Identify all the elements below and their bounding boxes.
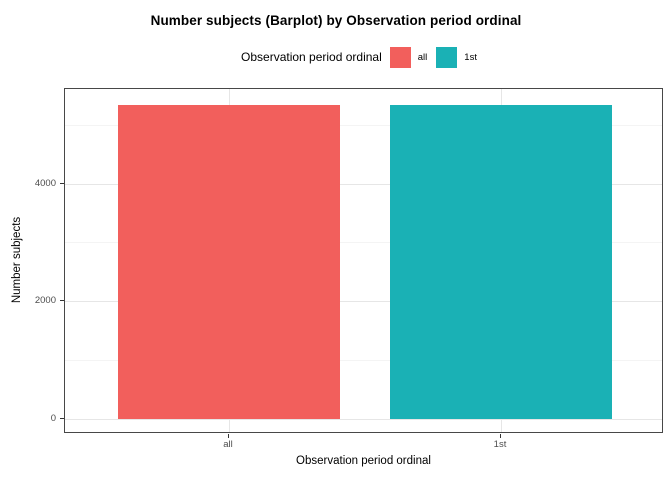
- legend-item-1st: 1st: [436, 46, 477, 68]
- legend-title: Observation period ordinal: [241, 50, 382, 64]
- gridline-minor-5000: [65, 125, 662, 126]
- y-tick-4000: [60, 183, 64, 184]
- bar-1st: [390, 105, 612, 419]
- y-tick-0: [60, 418, 64, 419]
- x-tick-1st: [500, 434, 501, 438]
- gridline-minor-1000: [65, 360, 662, 361]
- legend: Observation period ordinal all 1st: [64, 44, 663, 70]
- gridline-major-4000: [65, 184, 662, 185]
- legend-label-1st: 1st: [464, 51, 477, 63]
- legend-label-all: all: [417, 51, 428, 63]
- x-axis-title: Observation period ordinal: [296, 455, 431, 467]
- chart-title: Number subjects (Barplot) by Observation…: [150, 13, 522, 28]
- gridline-minor-3000: [65, 242, 662, 243]
- y-axis-title: Number subjects: [11, 216, 23, 304]
- legend-swatch-all-icon: [389, 46, 411, 68]
- y-tick-label-2000: 2000: [34, 295, 56, 306]
- y-tick-2000: [60, 300, 64, 301]
- gridline-major-0: [65, 419, 662, 420]
- x-tick-all: [228, 434, 229, 438]
- bar-all: [118, 105, 340, 419]
- gridline-major-2000: [65, 301, 662, 302]
- legend-swatch-1st-icon: [436, 46, 458, 68]
- legend-item-all: all: [389, 46, 428, 68]
- x-tick-label-all: all: [223, 439, 233, 450]
- plot-panel: [64, 88, 663, 433]
- y-tick-label-0: 0: [50, 413, 56, 424]
- x-tick-label-1st: 1st: [493, 439, 507, 450]
- y-tick-label-4000: 4000: [34, 178, 56, 189]
